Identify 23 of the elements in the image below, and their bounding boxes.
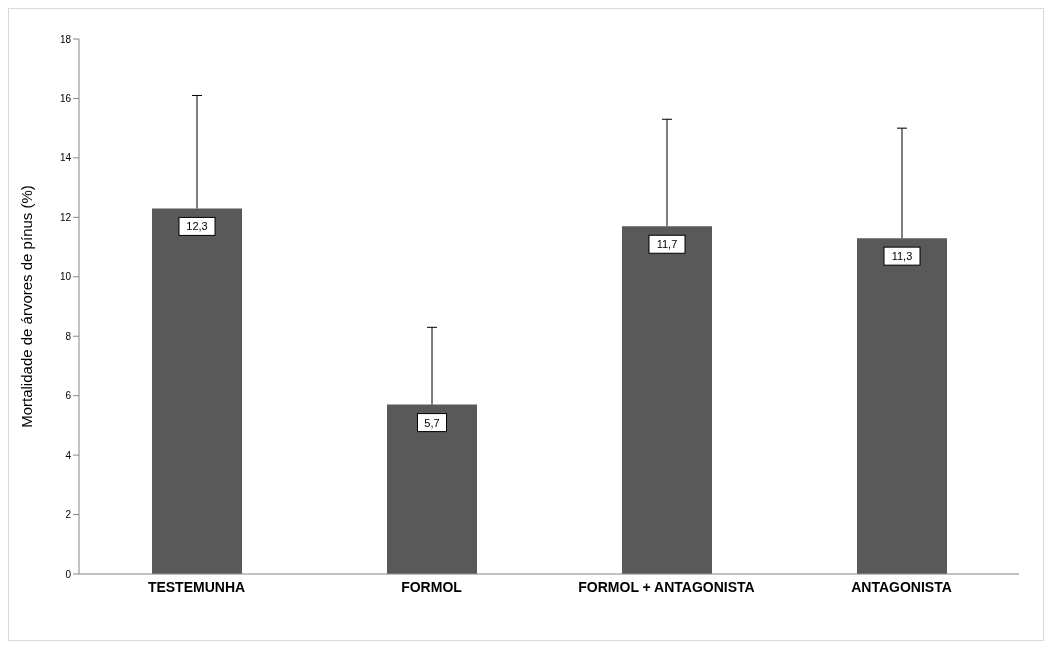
bar — [152, 208, 242, 574]
data-label: 11,3 — [891, 250, 913, 263]
y-tick-label: 10 — [59, 271, 72, 283]
y-tick-label: 14 — [59, 152, 72, 164]
x-tick-label: FORMOL — [401, 578, 463, 595]
y-tick-label: 2 — [65, 509, 72, 521]
x-tick-label: ANTAGONISTA — [851, 578, 952, 595]
bar — [387, 404, 477, 574]
y-tick-label: 12 — [59, 211, 72, 223]
x-tick-label: FORMOL + ANTAGONISTA — [578, 578, 755, 595]
bar — [622, 226, 712, 574]
data-label: 11,7 — [656, 238, 678, 251]
y-tick-label: 4 — [65, 449, 72, 461]
y-axis-title: Mortalidade de árvores de pínus (%) — [18, 185, 36, 428]
data-label: 12,3 — [186, 220, 208, 233]
x-tick-label: TESTEMUNHA — [147, 578, 246, 595]
data-label: 5,7 — [424, 416, 440, 429]
y-tick-label: 0 — [65, 568, 72, 580]
y-tick-label: 6 — [65, 390, 72, 402]
y-tick-label: 16 — [59, 92, 72, 104]
bar — [857, 238, 947, 574]
y-tick-label: 8 — [65, 330, 72, 342]
y-tick-label: 18 — [59, 33, 72, 45]
